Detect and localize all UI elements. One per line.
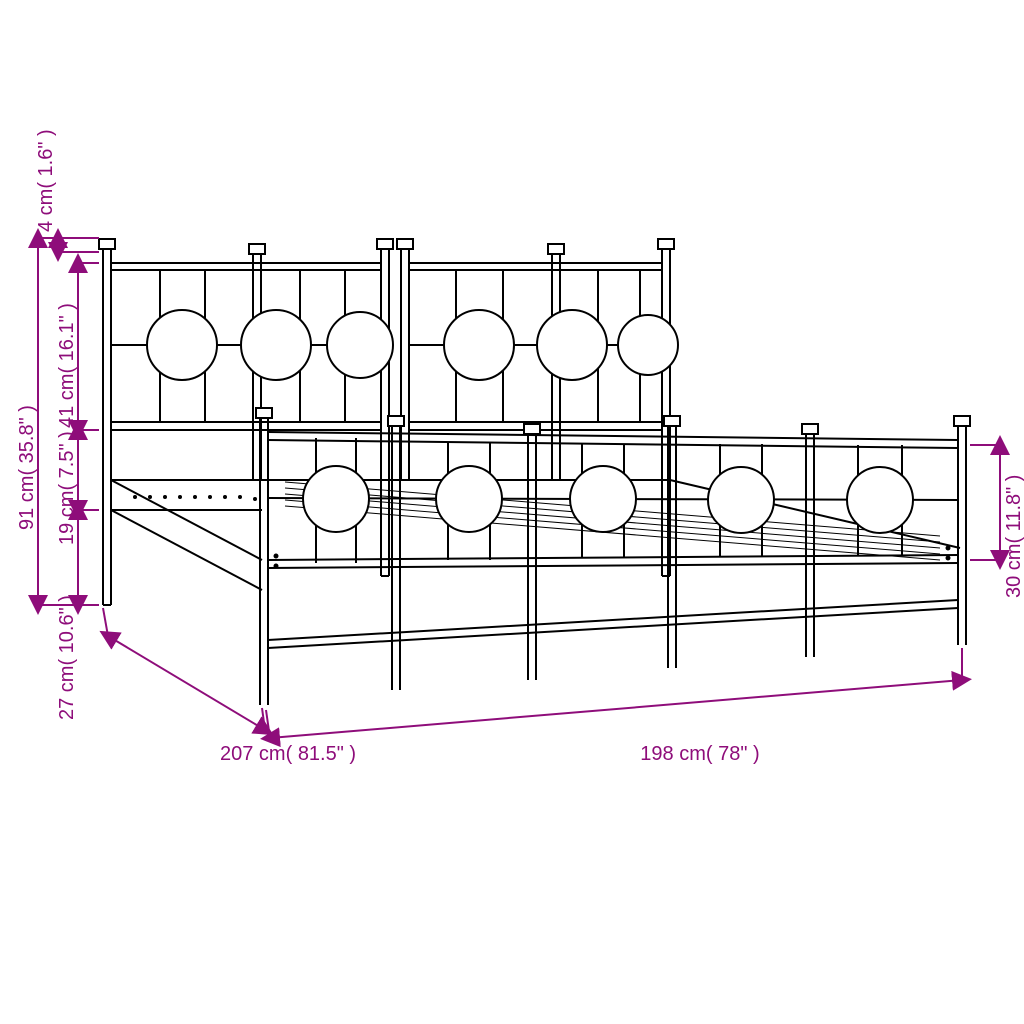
dim-cap-cm: 4 cm: [35, 189, 57, 232]
dim-cap-in: 1.6": [35, 142, 57, 177]
svg-text:41 cm( 16.1" ): 41 cm( 16.1" ): [56, 303, 78, 428]
dim-depth: 207 cm( 81.5" ): [103, 608, 356, 765]
dim-clr-in: 10.6": [56, 607, 78, 653]
svg-text:91 cm( 35.8" ): 91 cm( 35.8" ): [16, 405, 38, 530]
dim-fb-cm: 30 cm: [1003, 544, 1024, 598]
dim-footboard-seg: 30 cm( 11.8" ): [970, 445, 1024, 598]
dim-width: 198 cm( 78" ): [266, 648, 962, 765]
dim-clr-cm: 27 cm: [56, 666, 78, 720]
dim-depth-in: 81.5": [298, 743, 344, 765]
svg-text:30 cm( 11.8" ): 30 cm( 11.8" ): [1003, 475, 1024, 598]
product-drawing: [99, 239, 970, 705]
dim-width-in: 78": [718, 743, 747, 765]
svg-text:27 cm( 10.6" ): 27 cm( 10.6" ): [56, 595, 78, 720]
dim-cap-height: 4 cm( 1.6" ): [35, 129, 99, 252]
dim-hbrail-in: 16.1": [56, 315, 78, 361]
dimension-diagram: 4 cm( 1.6" ) 41 cm( 16.1" ) 91 cm( 35.8"…: [0, 0, 1024, 1024]
dim-mid-in: 7.5": [56, 443, 78, 478]
svg-text:19 cm( 7.5" ): 19 cm( 7.5" ): [56, 431, 78, 545]
svg-text:4 cm( 1.6" ): 4 cm( 1.6" ): [35, 129, 57, 232]
dim-depth-cm: 207 cm: [220, 743, 286, 765]
dim-width-cm: 198 cm: [640, 743, 706, 765]
dim-headboard-rail: 41 cm( 16.1" ): [56, 263, 99, 430]
svg-text:207 cm( 81.5" ): 207 cm( 81.5" ): [220, 743, 356, 765]
svg-text:198 cm( 78" ): 198 cm( 78" ): [640, 743, 759, 765]
dim-fb-in: 11.8": [1003, 487, 1024, 532]
dim-hbtot-cm: 91 cm: [16, 476, 38, 530]
dim-hbtot-in: 35.8": [16, 417, 38, 463]
dim-mid-cm: 19 cm: [56, 491, 78, 545]
dim-hbrail-cm: 41 cm: [56, 374, 78, 428]
